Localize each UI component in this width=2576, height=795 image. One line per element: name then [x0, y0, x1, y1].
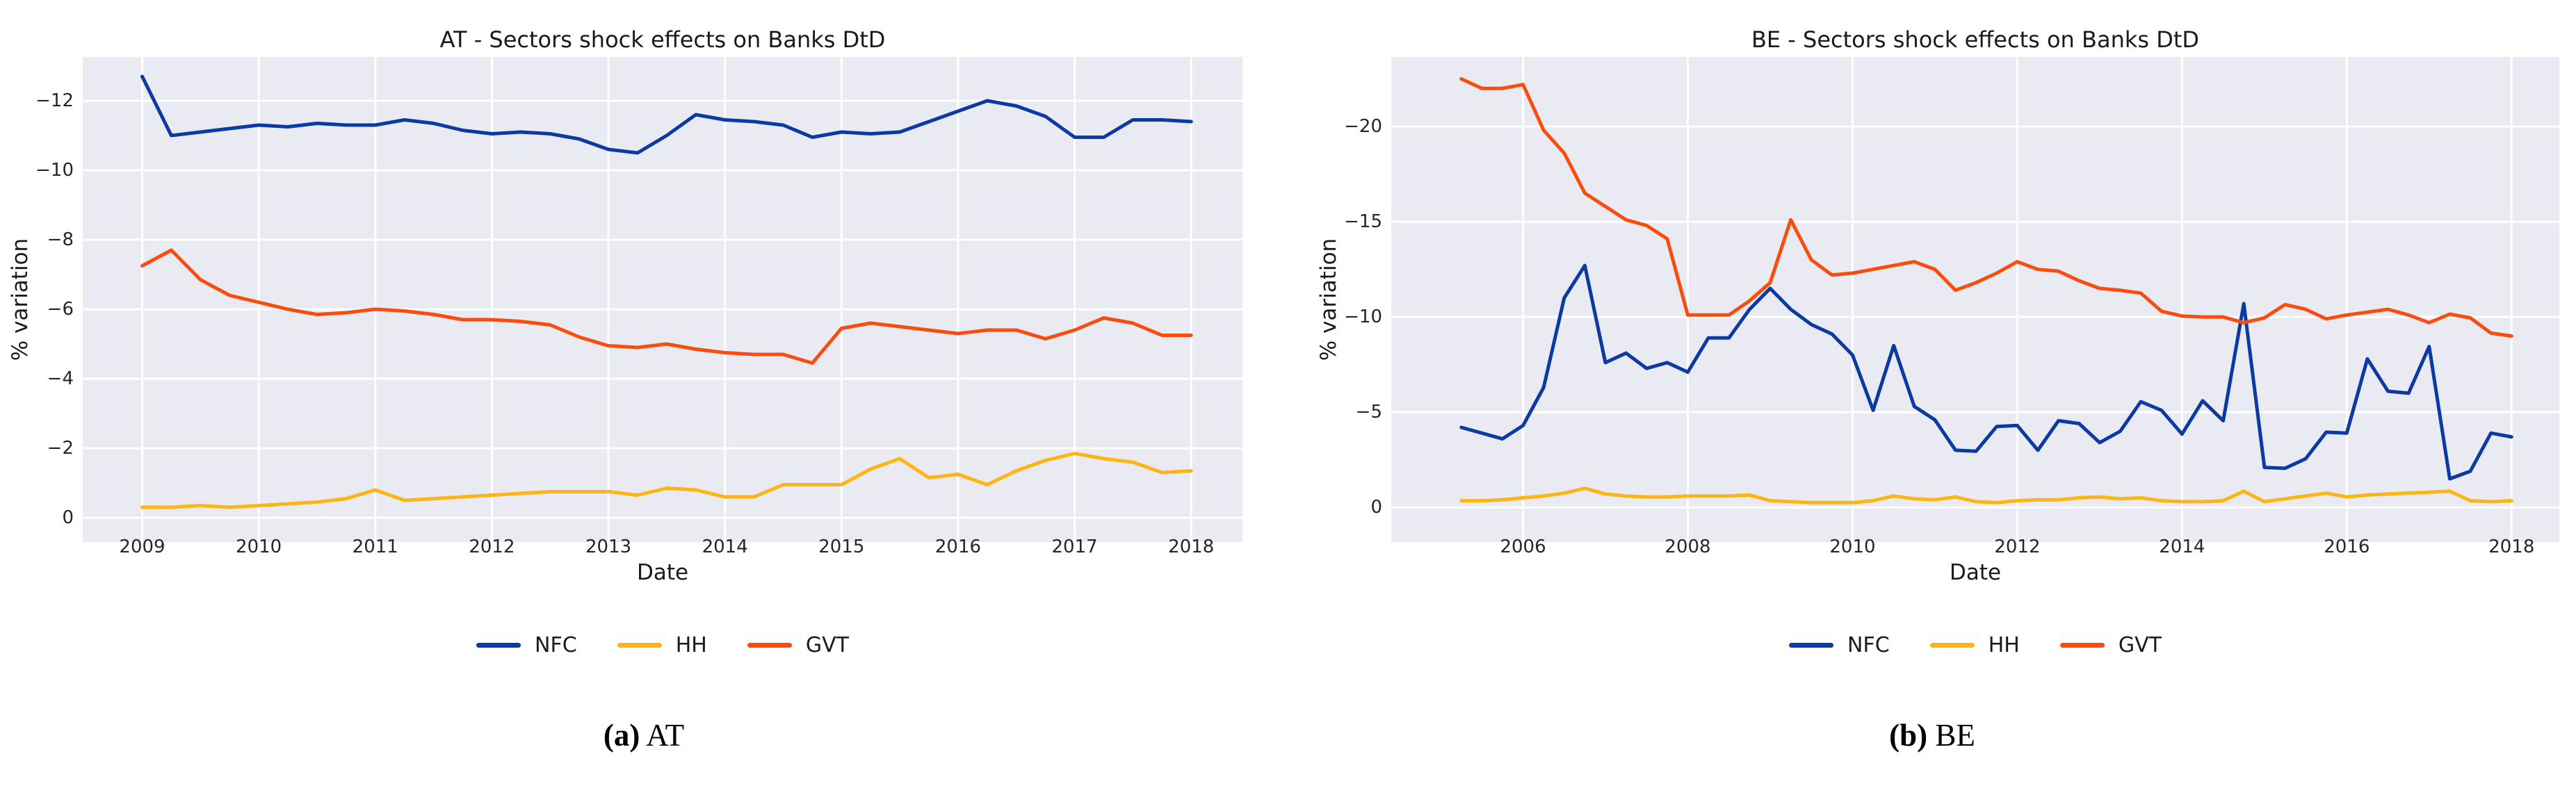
y-tick-label: 0 — [62, 507, 74, 528]
x-tick-label: 2016 — [2324, 536, 2370, 557]
x-tick-label: 2006 — [1500, 536, 1546, 557]
y-tick-label: −15 — [1344, 211, 1382, 233]
legend-swatch-hh — [1929, 642, 1975, 648]
x-tick-label: 2009 — [119, 536, 165, 557]
legend-label-nfc: NFC — [535, 632, 577, 657]
legend-swatch-nfc — [476, 642, 521, 648]
y-tick-label: −10 — [1344, 306, 1382, 328]
x-tick-label: 2008 — [1664, 536, 1711, 557]
x-tick-label: 2015 — [818, 536, 865, 557]
caption-index-a: (a) — [603, 718, 640, 753]
series-line-gvt — [140, 248, 1193, 365]
x-tick-label: 2010 — [236, 536, 282, 557]
series-line-gvt — [1459, 77, 2513, 338]
legend-swatch-gvt — [2059, 642, 2105, 648]
y-tick-label: −6 — [47, 299, 74, 320]
caption-text-a: AT — [646, 718, 685, 753]
x-tick-label: 2014 — [702, 536, 748, 557]
x-tick-label: 2010 — [1829, 536, 1876, 557]
legend-label-nfc: NFC — [1847, 632, 1890, 657]
legend-swatch-nfc — [1789, 642, 1834, 648]
x-tick-label: 2011 — [352, 536, 398, 557]
y-axis-label-be: % variation — [1316, 238, 1341, 361]
caption-space-a — [640, 718, 646, 753]
legend-item-hh: HH — [1929, 632, 2020, 657]
y-tick-label: −12 — [35, 90, 74, 111]
legend-swatch-hh — [617, 642, 662, 648]
legend-item-gvt: GVT — [2059, 632, 2162, 657]
x-tick-label: 2018 — [2488, 536, 2535, 557]
y-tick-label: −5 — [1355, 402, 1382, 423]
chart-canvas-be — [1391, 57, 2559, 542]
figure-caption-a: (a) AT — [604, 717, 684, 753]
x-axis-label-be: Date — [1949, 560, 2002, 585]
chart-canvas-at — [83, 57, 1242, 542]
legend-item-gvt: GVT — [747, 633, 849, 657]
x-tick-label: 2014 — [2159, 536, 2205, 557]
legend-item-nfc: NFC — [1789, 633, 1890, 657]
caption-space-b — [1927, 718, 1935, 753]
legend-label-gvt: GVT — [805, 632, 849, 657]
legend-label-hh: HH — [1988, 632, 2020, 657]
y-tick-label: 0 — [1370, 497, 1382, 518]
x-tick-label: 2013 — [585, 536, 632, 557]
x-tick-label: 2012 — [1994, 536, 2041, 557]
legend-at: NFC HH GVT — [476, 630, 849, 660]
plot-area-be — [1391, 57, 2559, 542]
figure-at: AT - Sectors shock effects on Banks DtD … — [8, 26, 1242, 753]
series-line-nfc — [1459, 263, 2513, 481]
legend-item-hh: HH — [617, 633, 707, 657]
x-axis-label-at: Date — [636, 560, 689, 585]
legend-label-hh: HH — [675, 632, 707, 657]
x-tick-label: 2017 — [1051, 536, 1098, 557]
x-tick-label: 2016 — [934, 536, 982, 557]
plot-area-at — [83, 57, 1242, 542]
chart-title-be: BE - Sectors shock effects on Banks DtD — [1751, 26, 2200, 53]
legend-item-nfc: NFC — [476, 633, 577, 657]
legend-label-gvt: GVT — [2118, 632, 2162, 657]
x-tick-label: 2018 — [1168, 536, 1215, 557]
y-tick-label: −10 — [35, 160, 74, 181]
series-line-hh — [1459, 486, 2513, 505]
y-tick-label: −8 — [47, 229, 74, 250]
y-tick-label: −20 — [1344, 116, 1382, 138]
figure-caption-b: (b) BE — [1889, 717, 1975, 753]
figure-be: BE - Sectors shock effects on Banks DtD … — [1288, 0, 2576, 795]
chart-title-at: AT - Sectors shock effects on Banks DtD — [439, 26, 886, 53]
legend-swatch-gvt — [747, 642, 792, 648]
y-tick-label: −4 — [47, 368, 74, 389]
caption-text-b: BE — [1935, 718, 1975, 753]
series-line-nfc — [140, 74, 1193, 155]
x-tick-label: 2012 — [469, 536, 515, 557]
series-line-hh — [140, 452, 1193, 509]
y-tick-label: −2 — [47, 438, 74, 459]
legend-be: NFC HH GVT — [1789, 630, 2162, 660]
caption-index-b: (b) — [1889, 718, 1928, 753]
